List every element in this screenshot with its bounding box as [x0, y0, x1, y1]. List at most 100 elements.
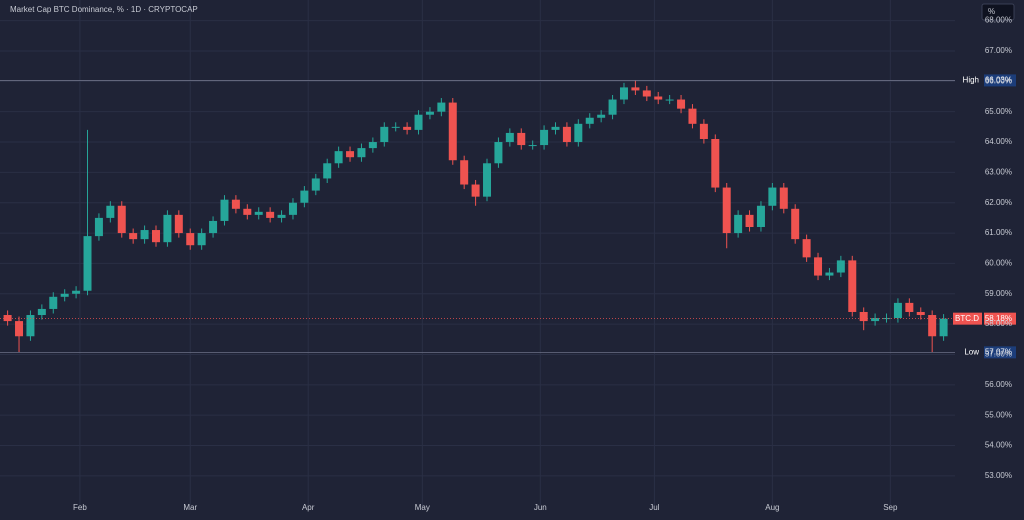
candle-body [403, 126, 412, 130]
y-tick-label: 68.00% [985, 16, 1012, 25]
candle-body [277, 214, 286, 218]
candle-body [3, 315, 12, 322]
candle-body [129, 233, 138, 240]
candle-body [768, 187, 777, 206]
annotation-value: 57.07% [985, 347, 1012, 356]
candle-body [254, 211, 263, 215]
candle-body [334, 151, 343, 164]
candle-body [391, 126, 400, 128]
candle-body [311, 178, 320, 191]
y-tick-label: 64.00% [985, 137, 1012, 146]
candle-body [140, 230, 149, 240]
annotation-label: High [963, 76, 979, 85]
candle-body [711, 138, 720, 188]
candle-body [288, 202, 297, 215]
annotation-value: 58.18% [985, 314, 1012, 323]
y-tick-label: 61.00% [985, 228, 1012, 237]
y-tick-label: 55.00% [985, 410, 1012, 419]
candle-body [94, 217, 103, 237]
grid [0, 0, 955, 505]
candle-body [882, 318, 891, 320]
candle-body [243, 208, 252, 215]
candle-body [791, 208, 800, 240]
candle-body [106, 205, 115, 218]
candle-body [517, 132, 526, 146]
candle-body [483, 163, 492, 197]
candle-body [848, 260, 857, 312]
overlay: 66.03% High 57.07% Low 58.18% BTC.D [0, 74, 1016, 359]
candle-body [231, 199, 240, 209]
candle-body [905, 302, 914, 312]
candle-body [597, 114, 606, 118]
candle-body [893, 302, 902, 319]
candle-body [528, 145, 537, 147]
annotation-value-box [984, 312, 1016, 325]
candle-body [677, 99, 686, 109]
x-tick-label: May [415, 503, 430, 512]
candle-body [939, 318, 948, 337]
candle-body [585, 117, 594, 124]
candle-body [871, 318, 880, 322]
candle-body [37, 308, 46, 316]
candle-body [437, 102, 446, 112]
candle-body [357, 148, 366, 158]
y-tick-label: 67.00% [985, 46, 1012, 55]
candle-body [665, 99, 674, 101]
candle-body [551, 126, 560, 130]
candle-body [49, 296, 58, 309]
candle-body [425, 111, 434, 115]
candle-body [209, 220, 218, 234]
candle-body [642, 90, 651, 97]
candle-body [414, 114, 423, 130]
candle-body [540, 129, 549, 146]
candle-body [608, 99, 617, 115]
candle-body [83, 236, 92, 291]
candle-body [505, 132, 514, 143]
y-tick-label: 66.00% [985, 76, 1012, 85]
annotation-value-box [984, 346, 1016, 359]
candle-body [448, 102, 457, 161]
candle-body [654, 96, 663, 100]
candles [3, 80, 948, 353]
chart-title: Market Cap BTC Dominance, % · 1D · CRYPT… [10, 5, 198, 14]
x-tick-label: Aug [765, 503, 779, 512]
candle-body [562, 126, 571, 143]
annotation-value: 66.03% [985, 76, 1012, 85]
scale-button-label[interactable]: % [988, 7, 995, 16]
candle-body [859, 311, 868, 322]
y-tick-label: 57.00% [985, 350, 1012, 359]
candle-body [471, 184, 480, 197]
candle-body [60, 293, 69, 297]
x-tick-label: Sep [883, 503, 898, 512]
candle-body [220, 199, 229, 221]
candle-body [619, 87, 628, 100]
candle-body [814, 257, 823, 276]
annotation-value-box [984, 74, 1016, 87]
y-tick-label: 65.00% [985, 107, 1012, 116]
x-tick-label: Feb [73, 503, 87, 512]
y-tick-label: 62.00% [985, 198, 1012, 207]
candle-body [346, 151, 355, 158]
candle-body [825, 272, 834, 276]
x-tick-label: Apr [302, 503, 315, 512]
x-tick-label: Jun [534, 503, 547, 512]
candle-body [300, 190, 309, 203]
candle-body [163, 214, 172, 243]
candle-body [779, 187, 788, 209]
candle-body [15, 321, 24, 337]
y-tick-label: 53.00% [985, 471, 1012, 480]
candle-body [631, 87, 640, 91]
candle-body [928, 315, 937, 337]
scale-button[interactable] [981, 3, 1015, 21]
candle-body [117, 205, 126, 234]
candle-body [368, 142, 377, 149]
y-tick-label: 56.00% [985, 380, 1012, 389]
candle-body [197, 233, 206, 246]
candle-body [72, 290, 81, 294]
candle-body [380, 126, 389, 143]
candle-body [460, 160, 469, 185]
candle-body [494, 142, 503, 164]
candle-body [574, 123, 583, 143]
